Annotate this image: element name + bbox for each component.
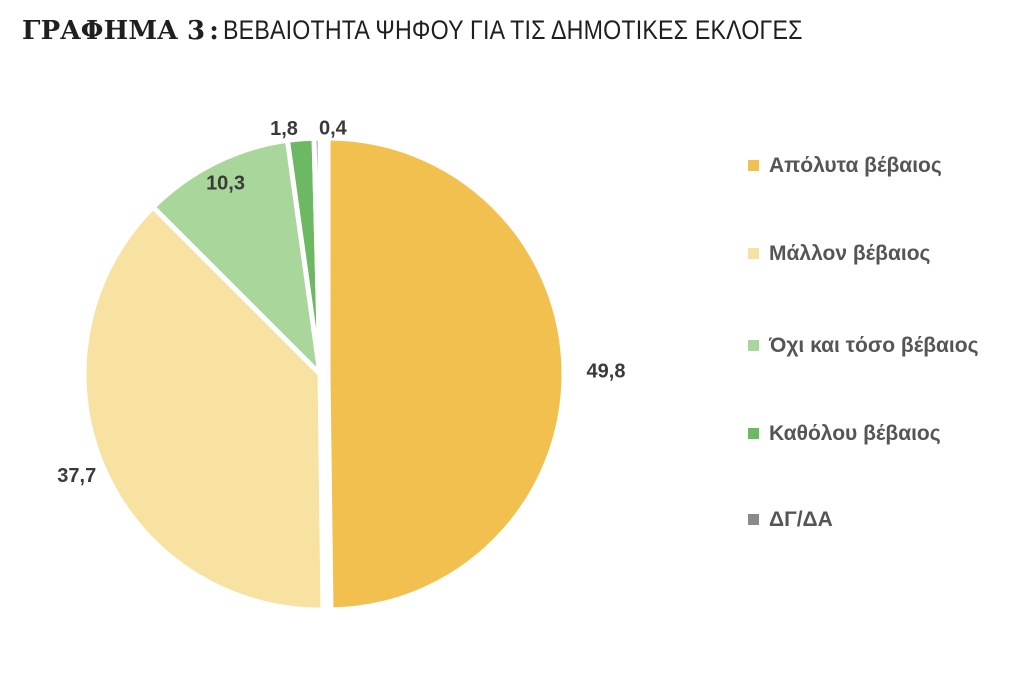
pie-slice-5: [311, 135, 323, 377]
pie-slice-3: [150, 137, 323, 377]
pie-slice-2: [81, 204, 326, 613]
legend-swatch-4: [748, 428, 759, 439]
legend-label-2: Μάλλον βέβαιος: [769, 242, 931, 265]
data-label-3: 10,3: [206, 172, 245, 194]
legend-item-2: Μάλλον βέβαιος: [748, 238, 989, 269]
legend-item-1: Απόλυτα βέβαιος: [748, 150, 989, 181]
data-label-1: 49,8: [587, 361, 626, 383]
legend-swatch-2: [748, 248, 759, 259]
pie-slice-1: [325, 135, 567, 613]
data-label-2: 37,7: [57, 465, 96, 487]
chart-title-prefix: ΓΡΑΦΗΜΑ 3: [22, 16, 206, 46]
legend-item-5: ΔΓ/ΔΑ: [748, 504, 989, 535]
data-label-5: 0,4: [319, 117, 348, 139]
legend-label-1: Απόλυτα βέβαιος: [769, 154, 942, 177]
chart-title-separator: :: [209, 16, 220, 46]
data-label-4: 1,8: [270, 118, 298, 140]
legend-item-3: Όχι και τόσο βέβαιος: [748, 330, 989, 361]
legend-label-4: Καθόλου βέβαιος: [769, 422, 941, 445]
legend-label-3: Όχι και τόσο βέβαιος: [769, 334, 979, 357]
legend-swatch-3: [748, 340, 759, 351]
legend-item-4: Καθόλου βέβαιος: [748, 418, 989, 449]
chart-title-main: ΒΕΒΑΙΟΤΗΤΑ ΨΗΦΟΥ ΓΙΑ ΤΙΣ ΔΗΜΟΤΙΚΕΣ ΕΚΛΟΓ…: [223, 15, 803, 45]
legend-swatch-1: [748, 160, 759, 171]
legend-swatch-5: [748, 514, 759, 525]
chart-title: ΓΡΑΦΗΜΑ 3: ΒΕΒΑΙΟΤΗΤΑ ΨΗΦΟΥ ΓΙΑ ΤΙΣ ΔΗΜΟΤ…: [22, 12, 897, 49]
legend-label-5: ΔΓ/ΔΑ: [769, 508, 833, 531]
